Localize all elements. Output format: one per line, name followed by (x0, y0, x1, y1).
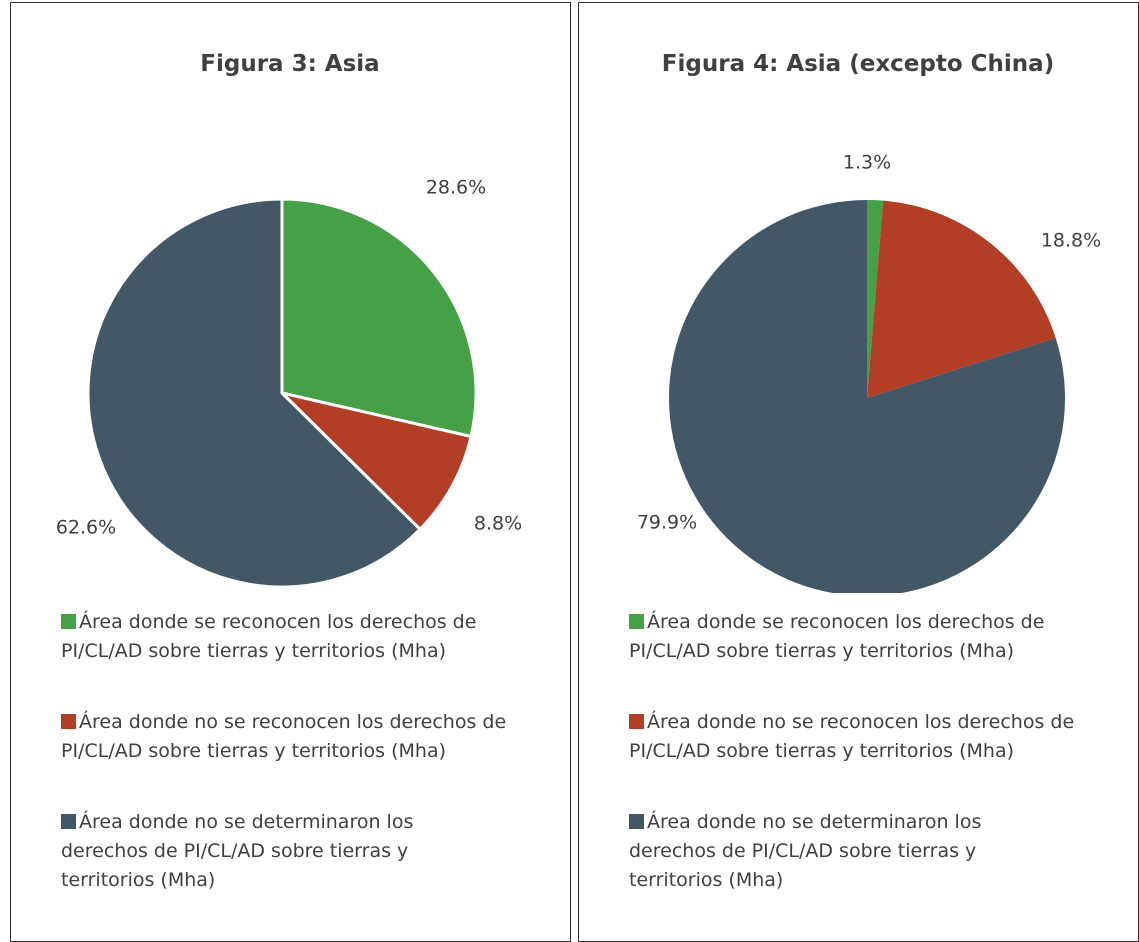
legend-item: Área donde se reconocen los derechos de … (629, 608, 1109, 666)
pie-chart: Figura 4: Asia (excepto China) 1.3% 18.8% 7… (637, 51, 1101, 593)
data-label: 1.3% (843, 152, 891, 174)
pie-chart: Figura 3: Asia 28.6% 8.8% 62.6% (56, 51, 522, 589)
legend-swatch (629, 714, 644, 729)
data-label: 62.6% (56, 517, 116, 539)
chart-panel: Figura 4: Asia (excepto China) 1.3% 18.8% 7… (578, 2, 1139, 942)
legend-label: Área donde no se determinaron los derech… (629, 811, 982, 891)
legend-swatch (61, 814, 76, 829)
legend-swatch (629, 814, 644, 829)
data-label: 79.9% (637, 512, 697, 534)
legend-item: Área donde no se determinaron los derech… (61, 808, 471, 895)
legend-label: Área donde no se determinaron los derech… (61, 811, 414, 891)
data-label: 28.6% (426, 177, 486, 199)
legend-label: Área donde no se reconocen los derechos … (629, 711, 1075, 762)
legend-swatch (61, 614, 76, 629)
legend-item: Área donde no se determinaron los derech… (629, 808, 1039, 895)
legend-item: Área donde se reconocen los derechos de … (61, 608, 541, 666)
legend-swatch (629, 614, 644, 629)
legend-swatch (61, 714, 76, 729)
pie-slice (867, 200, 1056, 398)
pie-slice (280, 197, 478, 439)
legend-label: Área donde no se reconocen los derechos … (61, 711, 507, 762)
legend-item: Área donde no se reconocen los derechos … (61, 708, 551, 766)
legend-label: Área donde se reconocen los derechos de … (629, 611, 1045, 662)
chart-title: Figura 4: Asia (excepto China) (662, 51, 1054, 77)
chart-panel: Figura 3: Asia 28.6% 8.8% 62.6% Área donde s… (10, 2, 571, 942)
legend-item: Área donde no se reconocen los derechos … (629, 708, 1119, 766)
pie-slice (669, 200, 1065, 593)
pie-slice (86, 197, 423, 589)
data-label: 8.8% (474, 513, 522, 535)
pie-slice (277, 390, 473, 532)
data-label: 18.8% (1041, 230, 1101, 252)
chart-title: Figura 3: Asia (200, 51, 379, 77)
pie-slice (867, 200, 884, 398)
legend-label: Área donde se reconocen los derechos de … (61, 611, 477, 662)
